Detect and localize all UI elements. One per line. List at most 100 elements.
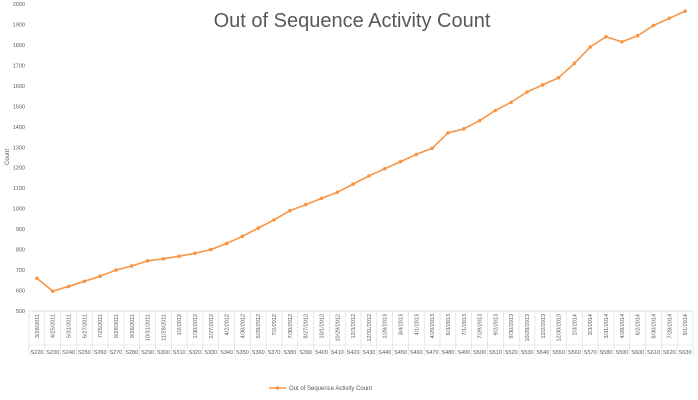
x-tick-code-label: S420: [347, 350, 360, 356]
x-tick-code-label: S340: [220, 350, 233, 356]
data-point: [303, 202, 308, 207]
data-point: [382, 166, 387, 171]
x-tick-date-label: 6/27/2011: [82, 314, 88, 338]
x-tick-date-label: 9/30/2013: [509, 314, 515, 338]
data-point: [398, 159, 403, 164]
data-point: [319, 196, 324, 201]
data-point: [98, 274, 102, 279]
data-point: [446, 131, 450, 135]
y-tick-label: 2000: [13, 2, 25, 8]
y-tick-label: 700: [16, 268, 25, 274]
legend: Out of Sequence Activity Count: [269, 386, 372, 392]
x-tick-code-label: S390: [299, 350, 312, 356]
x-tick-code-label: S570: [584, 350, 597, 356]
y-tick-label: 1900: [13, 22, 25, 28]
y-tick-label: 1600: [13, 84, 25, 90]
x-tick-date-label: 3/31/2014: [604, 314, 610, 338]
x-tick-date-label: 7/1/2013: [462, 314, 468, 335]
data-point: [541, 83, 545, 87]
plot-area: [35, 9, 687, 293]
x-tick-date-label: 1/30/2012: [193, 314, 199, 338]
y-tick-label: 600: [16, 289, 25, 295]
data-point: [572, 61, 577, 66]
x-tick-code-label: S510: [489, 350, 502, 356]
x-tick-code-label: S410: [331, 350, 344, 356]
data-point: [82, 279, 87, 284]
data-point: [272, 218, 276, 222]
data-point: [193, 251, 197, 256]
chart-title: Out of Sequence Activity Count: [214, 10, 491, 32]
x-tick-date-label: 4/25/2011: [51, 314, 57, 338]
x-tick-date-label: 1/28/2013: [383, 314, 389, 338]
x-tick-date-label: 4/29/2013: [430, 314, 436, 338]
data-point: [683, 9, 687, 13]
x-tick-date-label: 7/28/2014: [667, 314, 673, 338]
x-tick-code-label: S440: [378, 350, 391, 356]
x-tick-date-label: 8/29/2011: [114, 314, 120, 338]
x-tick-date-label: 12/2/2013: [541, 314, 547, 338]
data-point: [651, 23, 656, 28]
y-tick-label: 500: [16, 309, 25, 315]
legend-point-marker: [275, 386, 280, 390]
y-tick-label: 800: [16, 248, 25, 254]
data-point: [604, 34, 608, 39]
x-tick-code-label: S610: [647, 350, 660, 356]
x-tick-date-label: 9/26/2011: [130, 314, 136, 338]
y-tick-label: 1300: [13, 145, 25, 151]
x-tick-code-label: S460: [410, 350, 423, 356]
x-tick-code-label: S350: [236, 350, 249, 356]
x-tick-code-label: S310: [173, 350, 186, 356]
data-point: [509, 100, 513, 105]
x-tick-date-label: 6/2/2014: [636, 314, 642, 335]
x-tick-date-label: 3/28/2011: [35, 314, 41, 338]
x-tick-date-label: 12/31/2012: [367, 314, 373, 342]
x-tick-code-label: S280: [125, 350, 138, 356]
x-tick-code-label: S560: [568, 350, 581, 356]
y-tick-label: 900: [16, 227, 25, 233]
x-tick-code-label: S380: [283, 350, 296, 356]
axes: [28, 310, 694, 356]
data-point: [414, 152, 419, 157]
data-point: [588, 45, 593, 49]
data-point: [351, 182, 355, 186]
x-tick-date-label: 4/2/2012: [225, 314, 231, 335]
legend-label: Out of Sequence Activity Count: [289, 386, 372, 392]
x-tick-code-label: S590: [615, 350, 628, 356]
x-tick-code-label: S530: [521, 350, 534, 356]
x-tick-code-label: S500: [473, 350, 486, 356]
x-tick-date-label: 11/28/2011: [161, 314, 167, 341]
x-tick-date-label: 7/29/2013: [478, 314, 484, 338]
x-tick-code-label: S430: [362, 350, 375, 356]
x-tick-date-label: 10/31/2011: [146, 314, 152, 341]
x-tick-code-label: S450: [394, 350, 407, 356]
x-tick-code-label: S370: [268, 350, 281, 356]
x-tick-date-label: 1/2/2012: [177, 314, 183, 335]
data-point: [145, 259, 150, 263]
x-tick-date-label: 6/3/2013: [446, 314, 452, 335]
y-tick-label: 1500: [13, 104, 25, 110]
x-tick-date-label: 10/28/2013: [525, 314, 531, 342]
x-tick-date-label: 9/2/2013: [493, 314, 499, 335]
x-tick-code-label: S630: [679, 350, 692, 356]
data-point: [288, 208, 292, 213]
x-tick-date-label: 7/30/2012: [288, 314, 294, 338]
data-point: [335, 190, 340, 195]
x-tick-date-label: 9/1/2014: [683, 314, 689, 335]
data-point: [50, 289, 55, 293]
x-tick-code-label: S320: [189, 350, 202, 356]
data-point: [367, 174, 371, 178]
data-point: [525, 90, 529, 94]
x-tick-code-label: S290: [141, 350, 154, 356]
x-tick-code-label: S580: [600, 350, 613, 356]
data-point: [240, 234, 245, 239]
data-point: [461, 127, 466, 131]
y-tick-label: 1800: [13, 43, 25, 49]
x-tick-code-label: S360: [252, 350, 265, 356]
data-point: [161, 257, 166, 261]
x-tick-date-label: 6/30/2014: [651, 314, 657, 338]
x-tick-date-label: 7/2/2012: [272, 314, 278, 335]
data-point: [620, 40, 624, 44]
x-tick-date-label: 3/4/2013: [399, 314, 405, 335]
data-point: [129, 264, 134, 268]
